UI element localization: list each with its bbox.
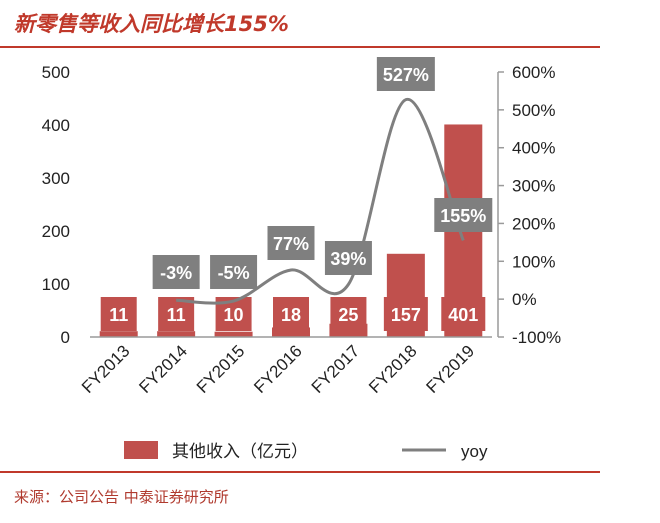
right-tick-label: 300% xyxy=(512,177,555,196)
bar-value-label: 157 xyxy=(391,305,421,325)
category-label: FY2014 xyxy=(135,341,191,397)
yoy-label-box xyxy=(434,198,493,232)
legend-label-yoy: yoy xyxy=(461,442,488,461)
legend-label-bar: 其他收入（亿元） xyxy=(172,442,308,462)
category-label: FY2017 xyxy=(308,341,364,397)
category-label: FY2015 xyxy=(193,341,249,397)
left-tick-label: 200 xyxy=(42,222,70,241)
bar xyxy=(272,327,310,337)
yoy-label-box xyxy=(267,226,315,260)
bar-label-box xyxy=(100,297,137,331)
bar-label-box xyxy=(441,297,486,331)
source-note: 来源：公司公告 中泰证券研究所 xyxy=(14,488,229,506)
bar xyxy=(214,331,253,337)
legend-swatch-bar xyxy=(124,441,158,459)
yoy-label-box xyxy=(376,57,435,91)
bar-value-label: 10 xyxy=(224,305,244,325)
yoy-line xyxy=(176,98,465,305)
yoy-value-label: 39% xyxy=(330,249,366,269)
category-label: FY2018 xyxy=(365,341,421,397)
bar-value-label: 11 xyxy=(109,305,128,325)
right-tick-label: -100% xyxy=(512,328,561,347)
yoy-label-box xyxy=(152,255,200,289)
right-tick-label: 100% xyxy=(512,252,555,271)
yoy-value-label: -5% xyxy=(218,263,250,283)
right-tick-label: 200% xyxy=(512,214,555,233)
category-label: FY2013 xyxy=(78,341,134,397)
bar-label-box xyxy=(330,297,367,331)
chart-title: 新零售等收入同比增长155% xyxy=(14,12,289,36)
yoy-label-box xyxy=(324,241,372,275)
yoy-value-label: -3% xyxy=(160,263,192,283)
left-tick-label: 0 xyxy=(61,328,70,347)
bar xyxy=(99,331,138,337)
category-label: FY2016 xyxy=(250,341,306,397)
right-tick-label: 0% xyxy=(512,290,537,309)
yoy-value-label: 155% xyxy=(440,206,486,226)
yoy-label-box xyxy=(210,255,258,289)
bottom-rule xyxy=(0,471,600,473)
right-tick-label: 500% xyxy=(512,101,555,120)
left-tick-label: 300 xyxy=(42,169,70,188)
bar-value-label: 401 xyxy=(448,305,478,325)
right-tick-label: 400% xyxy=(512,139,555,158)
bar-value-label: 25 xyxy=(338,305,358,325)
yoy-value-label: 77% xyxy=(273,234,309,254)
bar-value-label: 11 xyxy=(167,305,186,325)
bar-label-box xyxy=(273,297,309,331)
left-tick-label: 400 xyxy=(42,116,70,135)
category-label: FY2019 xyxy=(423,341,479,397)
bar xyxy=(157,331,196,337)
yoy-value-label: 527% xyxy=(383,65,429,85)
bar-label-box xyxy=(383,297,428,331)
right-tick-label: 600% xyxy=(512,63,555,82)
bar-value-label: 18 xyxy=(281,305,301,325)
left-tick-label: 500 xyxy=(42,63,70,82)
top-rule xyxy=(0,46,600,48)
left-tick-label: 100 xyxy=(42,275,70,294)
